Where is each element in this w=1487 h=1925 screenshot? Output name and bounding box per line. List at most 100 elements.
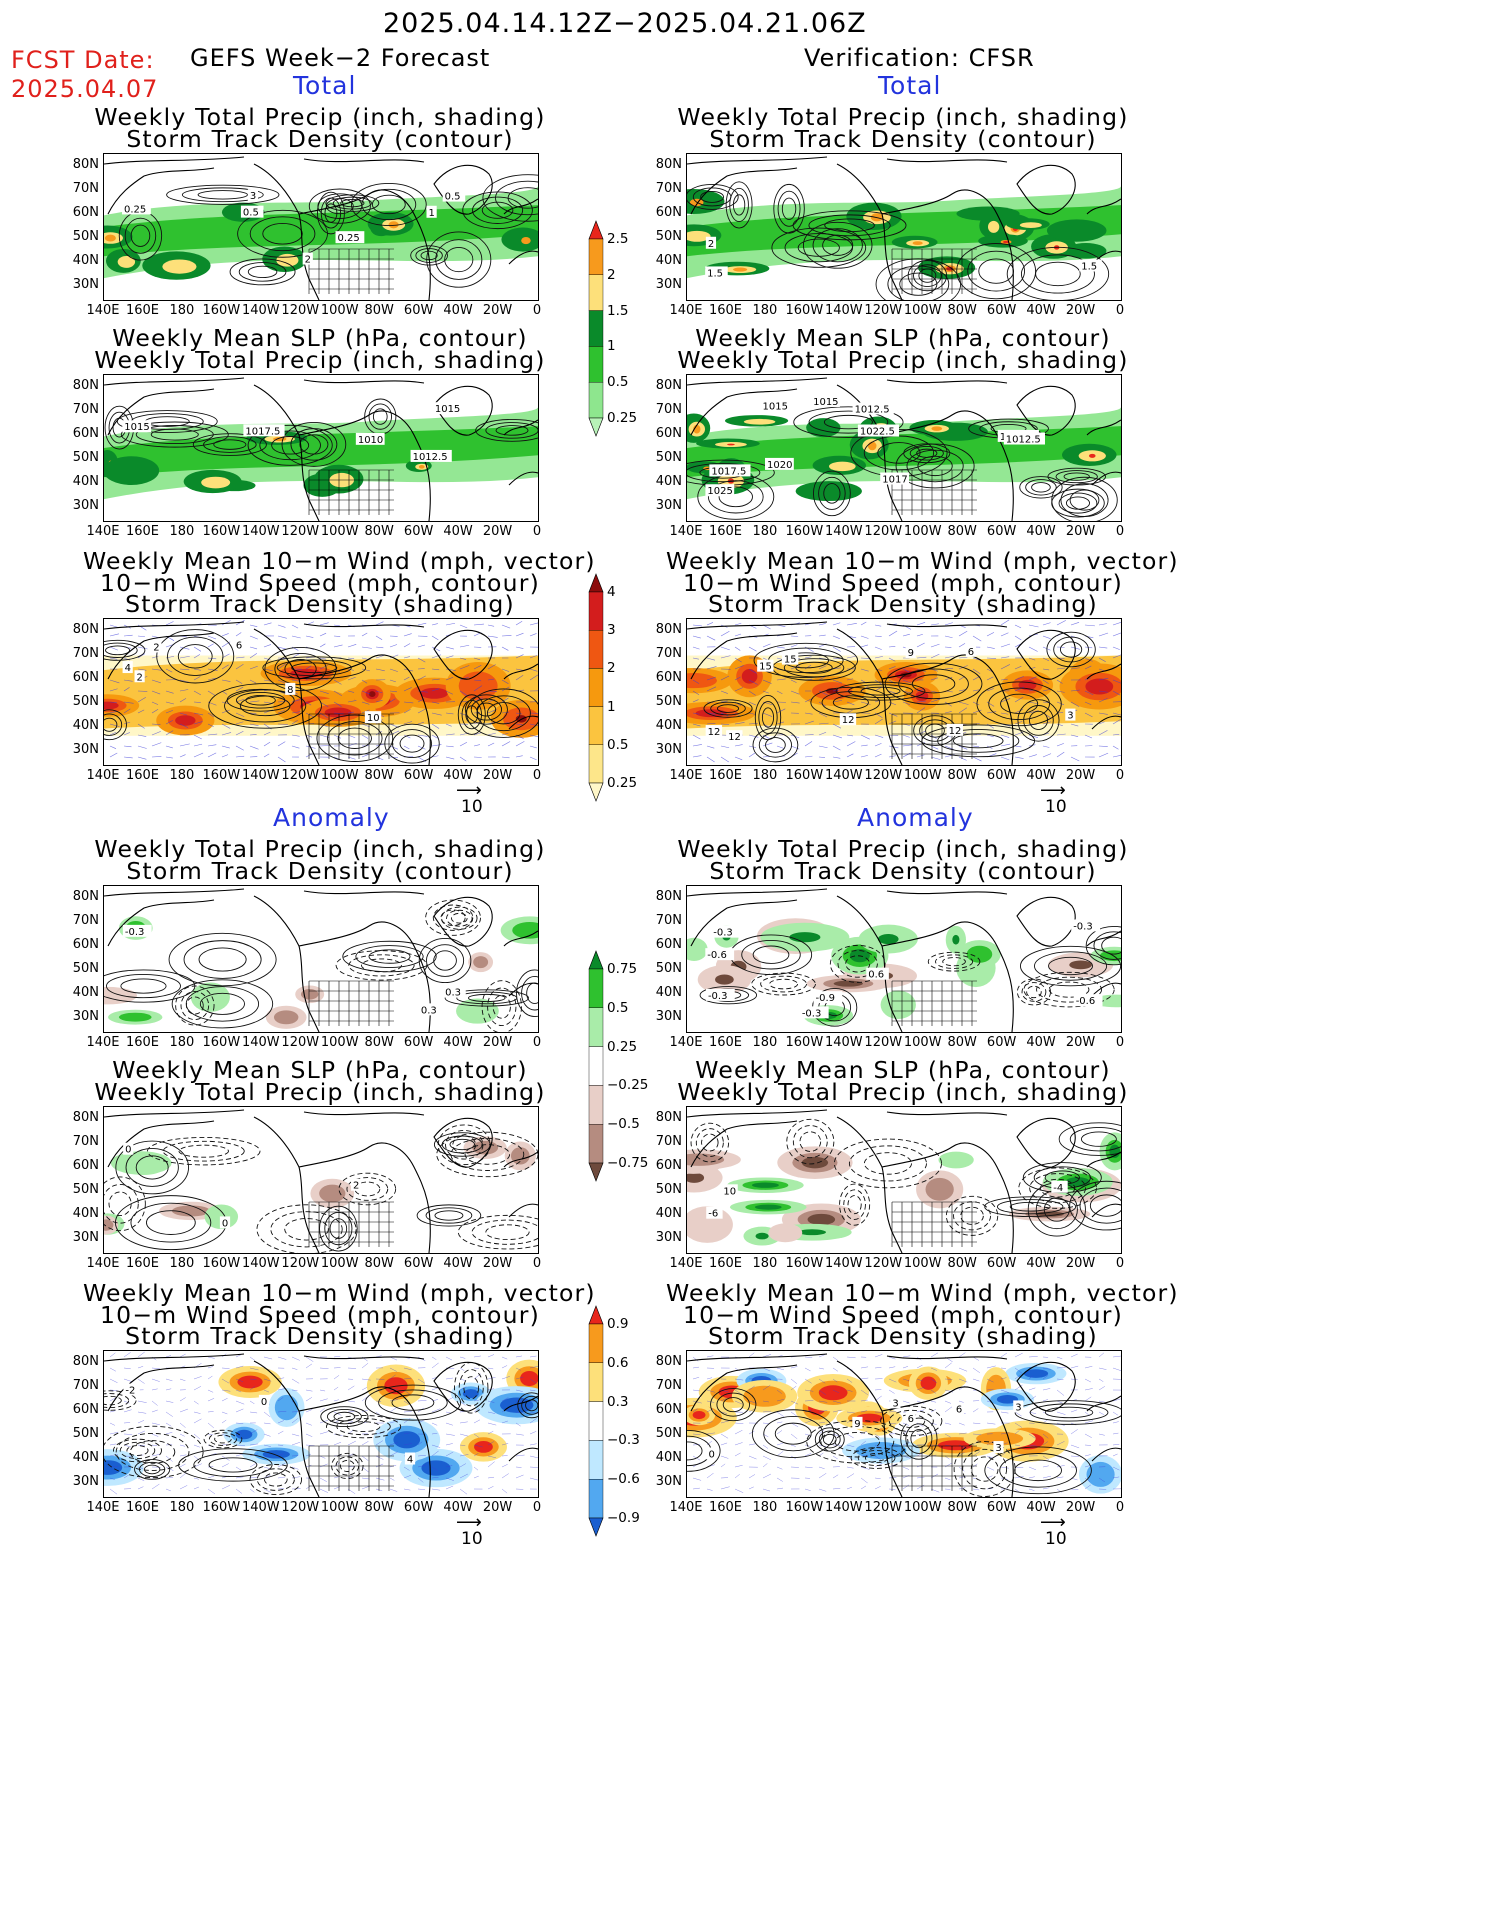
lon-tick-label: 160W: [202, 1035, 241, 1050]
vector-scale-arrow-left-anom: ⟶: [456, 1512, 482, 1533]
contour-label: 12: [842, 715, 855, 726]
contour-label: 6: [236, 640, 242, 651]
lat-tick-label: 60N: [72, 670, 99, 685]
panel-title-line: Storm Track Density (contour): [709, 856, 1097, 885]
lon-tick-label: 180: [169, 524, 195, 539]
lon-tick-label: 80W: [947, 303, 977, 318]
lat-tick-label: 60N: [655, 205, 682, 220]
lon-tick-label: 160W: [202, 524, 241, 539]
lat-tick-label: 50N: [72, 1182, 99, 1197]
contour-label: 1.5: [1081, 261, 1097, 272]
lat-tick-label: 50N: [655, 1182, 682, 1197]
lon-tick-label: 60W: [986, 768, 1017, 783]
lon-tick-label: 100W: [320, 768, 359, 783]
panel-title-line: Weekly Mean 10−m Wind (mph, vector): [83, 547, 596, 575]
contour-label: 6: [956, 1405, 962, 1416]
contour-label: 1012.5: [855, 405, 890, 416]
lon-tick-label: 60W: [403, 303, 434, 318]
lat-tick-label: 50N: [72, 450, 99, 465]
colorbar-label: 0.3: [607, 1393, 629, 1410]
lat-tick-label: 30N: [72, 1009, 99, 1024]
lon-tick-label: 160E: [708, 303, 742, 318]
fcst-date-label: FCST Date:: [11, 46, 155, 74]
contour-label: 4: [125, 663, 131, 674]
lon-tick-label: 100W: [903, 768, 942, 783]
colorbar-label: 0.5: [607, 736, 629, 753]
panel-title-line: Weekly Mean 10−m Wind (mph, vector): [666, 1279, 1179, 1307]
lon-tick-label: 80W: [947, 524, 977, 539]
verification-column-title: Verification: CFSR: [804, 44, 1035, 72]
contour-label: 15: [784, 655, 797, 666]
panel-title-line: Weekly Mean 10−m Wind (mph, vector): [666, 547, 1179, 575]
lat-tick-label: 80N: [72, 622, 99, 637]
lon-tick-label: 40W: [1026, 524, 1056, 539]
lat-tick-label: 80N: [72, 889, 99, 904]
lat-tick-label: 70N: [72, 1378, 99, 1393]
contour-label: 6: [908, 1414, 914, 1425]
contour-label: 2: [353, 1181, 359, 1192]
lon-tick-label: 140E: [669, 524, 703, 539]
contour-label: -6: [708, 1209, 718, 1220]
lon-tick-label: 40W: [443, 524, 473, 539]
colorbar-label: 0.9: [607, 1316, 629, 1332]
lon-tick-label: 140W: [241, 524, 280, 539]
contour-label: 0.6: [868, 970, 884, 981]
lon-tick-label: 60W: [403, 1035, 434, 1050]
contour-label: 1025: [707, 486, 732, 497]
lon-tick-label: 160W: [785, 303, 824, 318]
lon-tick-label: 20W: [1065, 768, 1096, 783]
lon-tick-label: 160W: [785, 1035, 824, 1050]
lon-tick-label: 160E: [125, 768, 159, 783]
lon-tick-label: 140E: [669, 1256, 703, 1271]
lat-tick-label: 80N: [655, 157, 682, 172]
lat-tick-label: 80N: [72, 1110, 99, 1125]
contour-label: 1.5: [707, 268, 723, 279]
lon-tick-label: 80W: [364, 1500, 394, 1515]
lat-tick-label: 70N: [655, 646, 682, 661]
forecast-map-panel: -2 0 4: [103, 1350, 539, 1498]
lat-tick-label: 60N: [655, 1402, 682, 1417]
right-anomaly-label: Anomaly: [857, 803, 974, 832]
lon-tick-label: 120W: [281, 303, 320, 318]
vector-scale-value: 10: [1045, 1529, 1067, 1549]
lat-tick-label: 50N: [655, 694, 682, 709]
lon-tick-label: 40W: [443, 768, 473, 783]
lon-tick-label: 80W: [947, 1500, 977, 1515]
contour-label: 0.25: [124, 204, 146, 215]
lon-tick-label: 120W: [864, 1500, 903, 1515]
colorbar-storm_total: [588, 573, 604, 802]
panel-title-line: Storm Track Density (contour): [709, 124, 1097, 153]
contour-label: 1012.5: [1006, 435, 1041, 446]
contour-label: 1017.5: [245, 426, 280, 437]
lat-tick-label: 30N: [655, 1230, 682, 1245]
panel-title-line: Weekly Total Precip (inch, shading): [677, 835, 1129, 863]
contour-label: 0.5: [243, 208, 259, 219]
lat-tick-label: 70N: [655, 1134, 682, 1149]
lat-tick-label: 60N: [72, 937, 99, 952]
lon-tick-label: 40W: [443, 1500, 473, 1515]
lon-tick-label: 140W: [824, 524, 863, 539]
forecast-map-panel: 4 2 6 2 8 10: [103, 618, 539, 766]
lat-tick-label: 70N: [655, 181, 682, 196]
lat-tick-label: 40N: [72, 1206, 99, 1221]
lon-tick-label: 160W: [785, 524, 824, 539]
lon-tick-label: 180: [169, 1256, 195, 1271]
lon-tick-label: 140E: [669, 1035, 703, 1050]
contour-label: 2: [708, 239, 714, 250]
lon-tick-label: 160E: [708, 524, 742, 539]
lon-tick-label: 100W: [903, 1256, 942, 1271]
colorbar-storm_anom: [588, 1305, 604, 1537]
lon-tick-label: 120W: [864, 768, 903, 783]
lat-tick-label: 60N: [655, 1158, 682, 1173]
left-total-label: Total: [293, 71, 357, 100]
forecast-map-panel: 0 2 0: [103, 1106, 539, 1254]
lon-tick-label: 140E: [86, 1256, 120, 1271]
lon-tick-label: 160W: [202, 303, 241, 318]
lat-tick-label: 40N: [72, 985, 99, 1000]
colorbar-label: 0.25: [607, 775, 638, 791]
lat-tick-label: 70N: [72, 181, 99, 196]
colorbar-label: −0.75: [607, 1155, 649, 1171]
lat-tick-label: 60N: [72, 1158, 99, 1173]
lat-tick-label: 70N: [655, 913, 682, 928]
contour-label: 1: [428, 208, 434, 219]
